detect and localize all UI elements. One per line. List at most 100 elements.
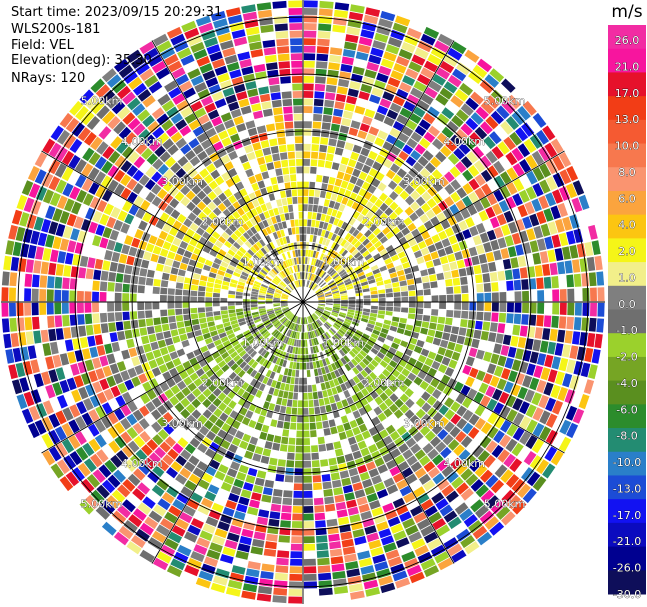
- velocity-bin: [443, 81, 458, 94]
- velocity-bin: [364, 229, 372, 238]
- velocity-bin: [303, 106, 313, 114]
- velocity-bin: [373, 272, 382, 279]
- velocity-bin: [318, 299, 326, 302]
- velocity-bin: [521, 314, 529, 325]
- velocity-bin: [504, 235, 514, 247]
- velocity-bin: [331, 209, 338, 217]
- velocity-bin: [465, 376, 475, 387]
- velocity-bin: [307, 219, 312, 227]
- velocity-bin: [524, 201, 535, 215]
- velocity-bin: [471, 255, 480, 266]
- velocity-bin: [512, 163, 525, 177]
- velocity-bin: [497, 270, 506, 281]
- velocity-bin: [555, 218, 565, 233]
- velocity-bin: [413, 376, 423, 386]
- velocity-bin: [360, 317, 369, 323]
- velocity-bin: [332, 292, 340, 296]
- velocity-bin: [398, 322, 406, 329]
- velocity-bin: [430, 251, 439, 260]
- velocity-bin: [547, 369, 558, 383]
- velocity-bin: [446, 310, 454, 318]
- velocity-bin: [443, 324, 452, 333]
- velocity-bin: [449, 261, 458, 271]
- velocity-bin: [536, 129, 550, 145]
- velocity-bin: [315, 310, 322, 315]
- velocity-bin: [562, 344, 571, 358]
- velocity-bin: [345, 316, 353, 321]
- velocity-bin: [356, 243, 365, 251]
- velocity-bin: [354, 240, 362, 249]
- velocity-bin: [505, 116, 520, 130]
- velocity-bin: [306, 280, 309, 287]
- velocity-bin: [355, 178, 365, 188]
- velocity-bin: [352, 318, 360, 324]
- velocity-bin: [419, 380, 429, 391]
- velocity-bin: [369, 312, 378, 318]
- velocity-bin: [558, 232, 569, 247]
- velocity-bin: [572, 331, 581, 345]
- velocity-bin: [317, 205, 323, 213]
- velocity-bin: [562, 216, 573, 231]
- velocity-bin: [594, 333, 603, 349]
- velocity-bin: [444, 196, 455, 207]
- velocity-bin: [362, 76, 375, 86]
- velocity-bin: [379, 265, 388, 272]
- velocity-bin: [450, 191, 461, 203]
- velocity-bin: [399, 317, 407, 324]
- velocity-bin: [341, 221, 348, 230]
- velocity-bin: [390, 342, 400, 350]
- velocity-bin: [311, 283, 316, 290]
- velocity-bin: [331, 233, 337, 241]
- velocity-bin: [386, 306, 394, 312]
- velocity-bin: [344, 280, 352, 286]
- velocity-bin: [489, 131, 502, 145]
- velocity-bin: [318, 279, 324, 286]
- velocity-bin: [328, 281, 336, 287]
- velocity-bin: [322, 313, 329, 319]
- velocity-bin: [420, 93, 434, 105]
- velocity-bin: [567, 302, 575, 316]
- velocity-bin: [487, 412, 499, 425]
- velocity-bin: [399, 280, 407, 287]
- velocity-bin: [476, 370, 486, 382]
- velocity-bin: [449, 204, 460, 215]
- velocity-bin: [379, 192, 388, 202]
- velocity-bin: [513, 412, 525, 426]
- velocity-bin: [335, 265, 342, 272]
- velocity-bin: [471, 338, 480, 349]
- velocity-bin: [430, 315, 438, 323]
- velocity-bin: [499, 292, 507, 302]
- velocity-bin: [472, 64, 488, 79]
- velocity-bin: [586, 332, 596, 348]
- velocity-bin: [483, 312, 492, 322]
- velocity-bin: [348, 257, 356, 264]
- velocity-bin: [323, 107, 333, 116]
- velocity-bin: [411, 244, 420, 253]
- velocity-bin: [371, 298, 379, 302]
- velocity-bin: [476, 311, 484, 321]
- velocity-bin: [336, 171, 345, 180]
- velocity-bin: [510, 257, 519, 269]
- velocity-bin: [348, 226, 356, 235]
- velocity-bin: [550, 138, 564, 154]
- colorbar-tick-label: 17.0: [615, 87, 640, 100]
- velocity-bin: [371, 305, 378, 310]
- velocity-bin: [517, 255, 527, 267]
- velocity-bin: [586, 256, 596, 272]
- velocity-bin: [485, 95, 500, 109]
- velocity-bin: [416, 289, 424, 296]
- velocity-bin: [569, 244, 579, 259]
- velocity-bin: [410, 201, 420, 212]
- velocity-bin: [419, 168, 431, 179]
- velocity-bin: [362, 115, 373, 126]
- colorbar-tick-label: -8.0: [616, 430, 637, 443]
- velocity-bin: [352, 229, 360, 237]
- velocity-bin: [332, 185, 340, 194]
- velocity-bin: [437, 248, 447, 258]
- velocity-bin: [303, 91, 314, 98]
- velocity-bin: [340, 306, 348, 309]
- velocity-bin: [455, 393, 466, 405]
- velocity-bin: [431, 389, 442, 399]
- velocity-bin: [338, 313, 346, 318]
- velocity-bin: [562, 246, 571, 260]
